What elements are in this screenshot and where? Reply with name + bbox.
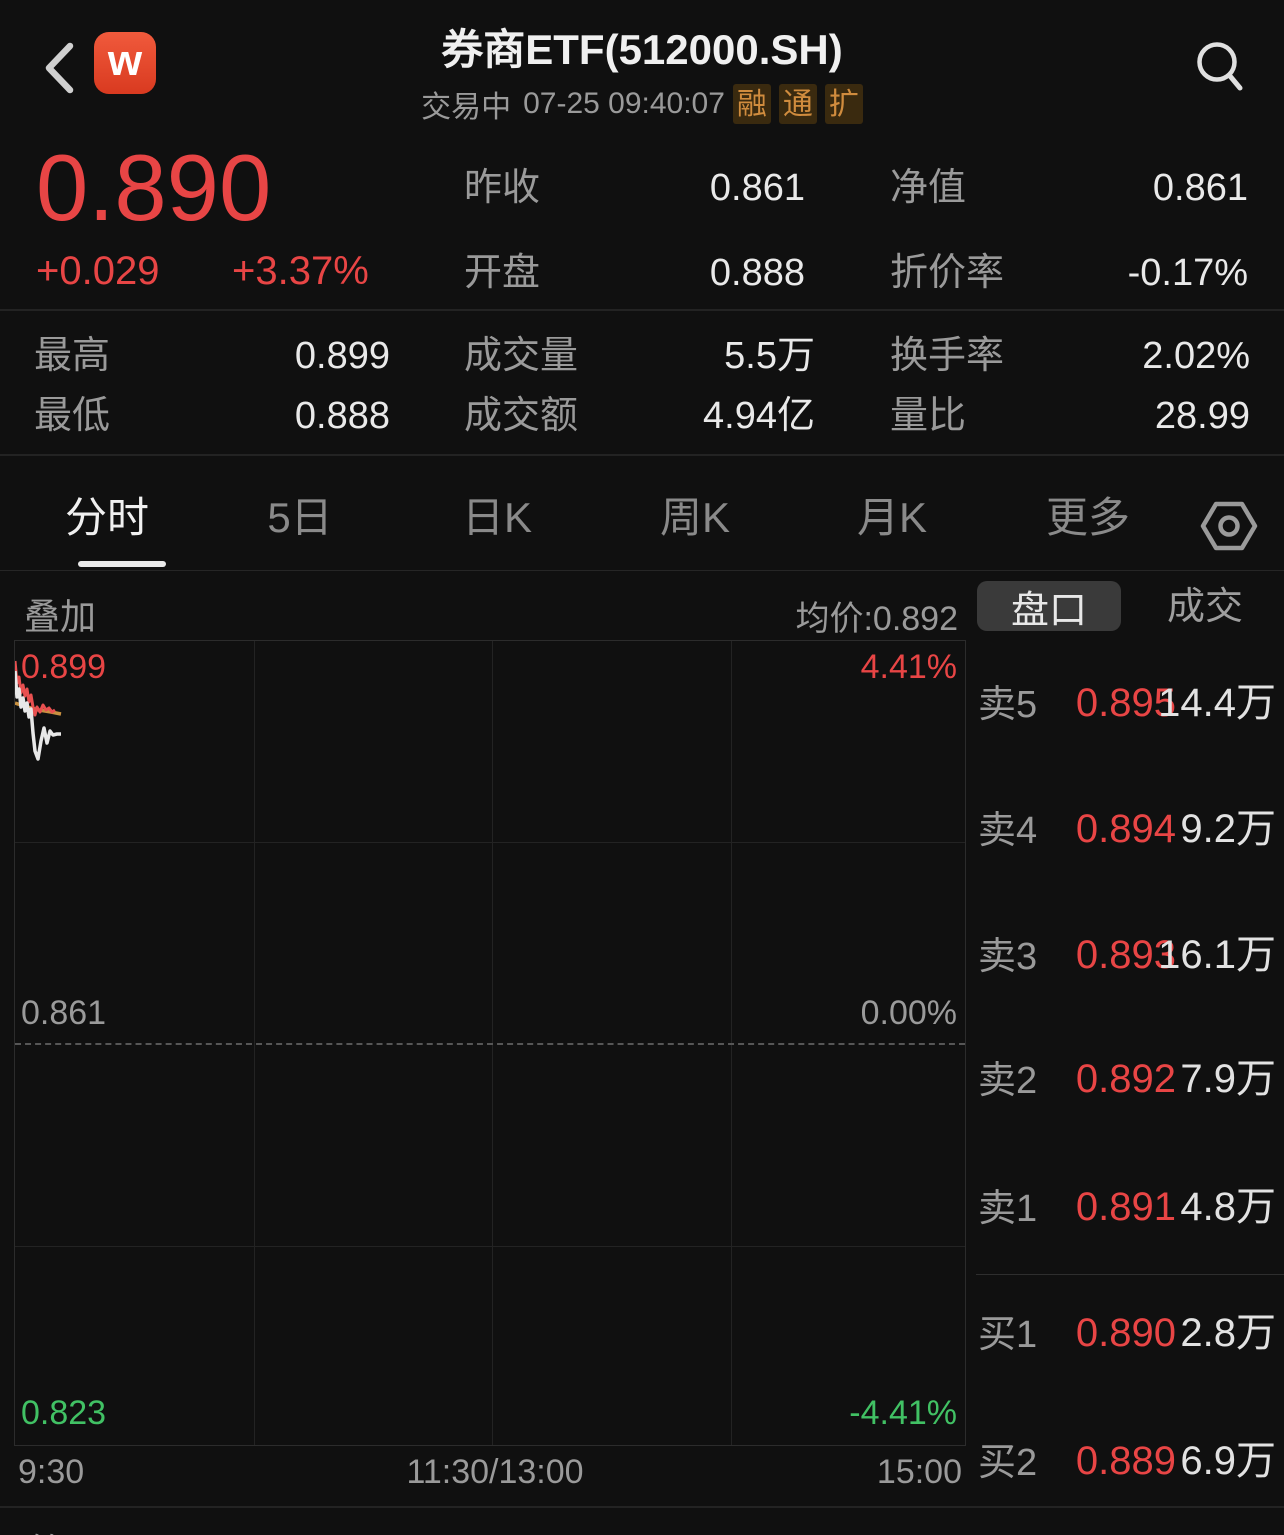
bid2-price[interactable]: 0.889 bbox=[1075, 1439, 1176, 1483]
ask5-volume: 14.4万 bbox=[1158, 681, 1276, 725]
page-title: 券商ETF(512000.SH) bbox=[441, 26, 843, 73]
prev-close-value: 0.861 bbox=[709, 167, 805, 209]
price-change: +0.029 bbox=[36, 249, 160, 293]
axis-low-pct: -4.41% bbox=[849, 1394, 957, 1432]
bid1-volume: 2.8万 bbox=[1180, 1311, 1276, 1355]
expand-badge: 扩 bbox=[824, 84, 863, 124]
ask-bid-divider bbox=[976, 1274, 1284, 1275]
ask1-label: 卖1 bbox=[978, 1188, 1038, 1230]
tab-more[interactable]: 更多 bbox=[1045, 494, 1131, 541]
ask2-volume: 7.9万 bbox=[1180, 1057, 1276, 1101]
prev-close-label: 昨收 bbox=[464, 167, 541, 209]
last-price: 0.890 bbox=[36, 135, 272, 240]
open-value: 0.888 bbox=[709, 252, 805, 294]
axis-mid-pct: 0.00% bbox=[860, 994, 957, 1032]
high-value: 0.899 bbox=[294, 335, 390, 377]
open-label: 开盘 bbox=[464, 252, 541, 294]
bid1-label: 买1 bbox=[978, 1314, 1038, 1356]
bid1-price[interactable]: 0.890 bbox=[1075, 1311, 1176, 1355]
settings-hexagon-icon bbox=[1200, 501, 1258, 551]
low-label: 最低 bbox=[34, 395, 111, 437]
trading-status: 交易中 bbox=[421, 91, 512, 124]
back-button[interactable] bbox=[40, 40, 80, 96]
ask3-price[interactable]: 0.893 bbox=[1075, 933, 1176, 977]
sparkline bbox=[15, 660, 62, 761]
gridline-horizontal bbox=[15, 1246, 965, 1247]
chart-settings-button[interactable] bbox=[1198, 499, 1258, 553]
quote-timestamp: 07-25 09:40:07 bbox=[523, 87, 725, 120]
nav-label: 净值 bbox=[890, 167, 967, 209]
volume-ratio-value: 28.99 bbox=[1154, 395, 1250, 437]
axis-low-price: 0.823 bbox=[21, 1394, 107, 1432]
bid2-volume: 6.9万 bbox=[1180, 1439, 1276, 1483]
search-icon bbox=[1197, 42, 1243, 91]
turnover-rate-value: 2.02% bbox=[1142, 335, 1250, 377]
price-line bbox=[15, 670, 61, 761]
divider bbox=[0, 1506, 1284, 1508]
volume-value: 5.5万 bbox=[724, 335, 815, 377]
overlay-button[interactable]: 叠加 bbox=[24, 596, 97, 637]
prev-close-dashed-line bbox=[15, 1043, 965, 1045]
chevron-left-icon bbox=[45, 42, 74, 94]
price-change-pct: +3.37% bbox=[232, 249, 369, 293]
gridline-horizontal bbox=[15, 842, 965, 843]
ask4-label: 卖4 bbox=[978, 810, 1038, 852]
ask5-label: 卖5 bbox=[978, 684, 1038, 726]
tab-weekly-k[interactable]: 周K bbox=[659, 494, 731, 541]
status-row: 交易中 07-25 09:40:07 融 通 扩 bbox=[0, 84, 1284, 124]
turnover-rate-label: 换手率 bbox=[890, 335, 1005, 377]
clipped-section-title: 简况 bbox=[28, 1522, 104, 1535]
connect-badge: 通 bbox=[778, 84, 817, 124]
tab-order-book[interactable]: 盘口 bbox=[977, 581, 1121, 632]
axis-mid-price: 0.861 bbox=[21, 994, 107, 1032]
tab-trades[interactable]: 成交 bbox=[1166, 586, 1243, 628]
divider bbox=[0, 309, 1284, 311]
volume-label: 成交量 bbox=[464, 335, 579, 377]
margin-badge: 融 bbox=[732, 84, 771, 124]
discount-rate-value: -0.17% bbox=[1127, 252, 1248, 294]
high-label: 最高 bbox=[34, 335, 111, 377]
active-tab-underline bbox=[78, 561, 166, 567]
tab-5day[interactable]: 5日 bbox=[267, 494, 333, 541]
avg-price-label: 均价:0.892 bbox=[795, 600, 958, 638]
axis-high-pct: 4.41% bbox=[860, 648, 957, 686]
x-label-midday: 11:30/13:00 bbox=[406, 1453, 584, 1491]
amount-value: 4.94亿 bbox=[703, 395, 815, 437]
ask4-volume: 9.2万 bbox=[1180, 807, 1276, 851]
ask1-price[interactable]: 0.891 bbox=[1075, 1185, 1176, 1229]
x-label-open: 9:30 bbox=[18, 1453, 85, 1491]
ask2-label: 卖2 bbox=[978, 1060, 1038, 1102]
tab-minute[interactable]: 分时 bbox=[64, 494, 150, 541]
divider bbox=[0, 570, 1284, 571]
low-value: 0.888 bbox=[294, 395, 390, 437]
tab-daily-k[interactable]: 日K bbox=[461, 494, 533, 541]
axis-high-price: 0.899 bbox=[21, 648, 107, 686]
amount-label: 成交额 bbox=[464, 395, 579, 437]
discount-rate-label: 折价率 bbox=[890, 252, 1005, 294]
bid2-label: 买2 bbox=[978, 1442, 1038, 1484]
intraday-chart-canvas[interactable]: 0.899 4.41% 0.861 0.00% 0.823 -4.41% bbox=[14, 640, 966, 1446]
ask5-price[interactable]: 0.895 bbox=[1075, 681, 1176, 725]
divider bbox=[0, 454, 1284, 456]
ask2-price[interactable]: 0.892 bbox=[1075, 1057, 1176, 1101]
nav-value: 0.861 bbox=[1152, 167, 1248, 209]
ask4-price[interactable]: 0.894 bbox=[1075, 807, 1176, 851]
ask3-label: 卖3 bbox=[978, 936, 1038, 978]
volume-ratio-label: 量比 bbox=[890, 395, 967, 437]
ask1-volume: 4.8万 bbox=[1180, 1185, 1276, 1229]
logo-letter: w bbox=[107, 36, 143, 85]
search-button[interactable] bbox=[1192, 36, 1250, 96]
ask3-volume: 16.1万 bbox=[1158, 933, 1276, 977]
x-label-close: 15:00 bbox=[876, 1453, 962, 1491]
tab-monthly-k[interactable]: 月K bbox=[856, 494, 928, 541]
wind-app-logo[interactable]: w bbox=[94, 32, 156, 94]
